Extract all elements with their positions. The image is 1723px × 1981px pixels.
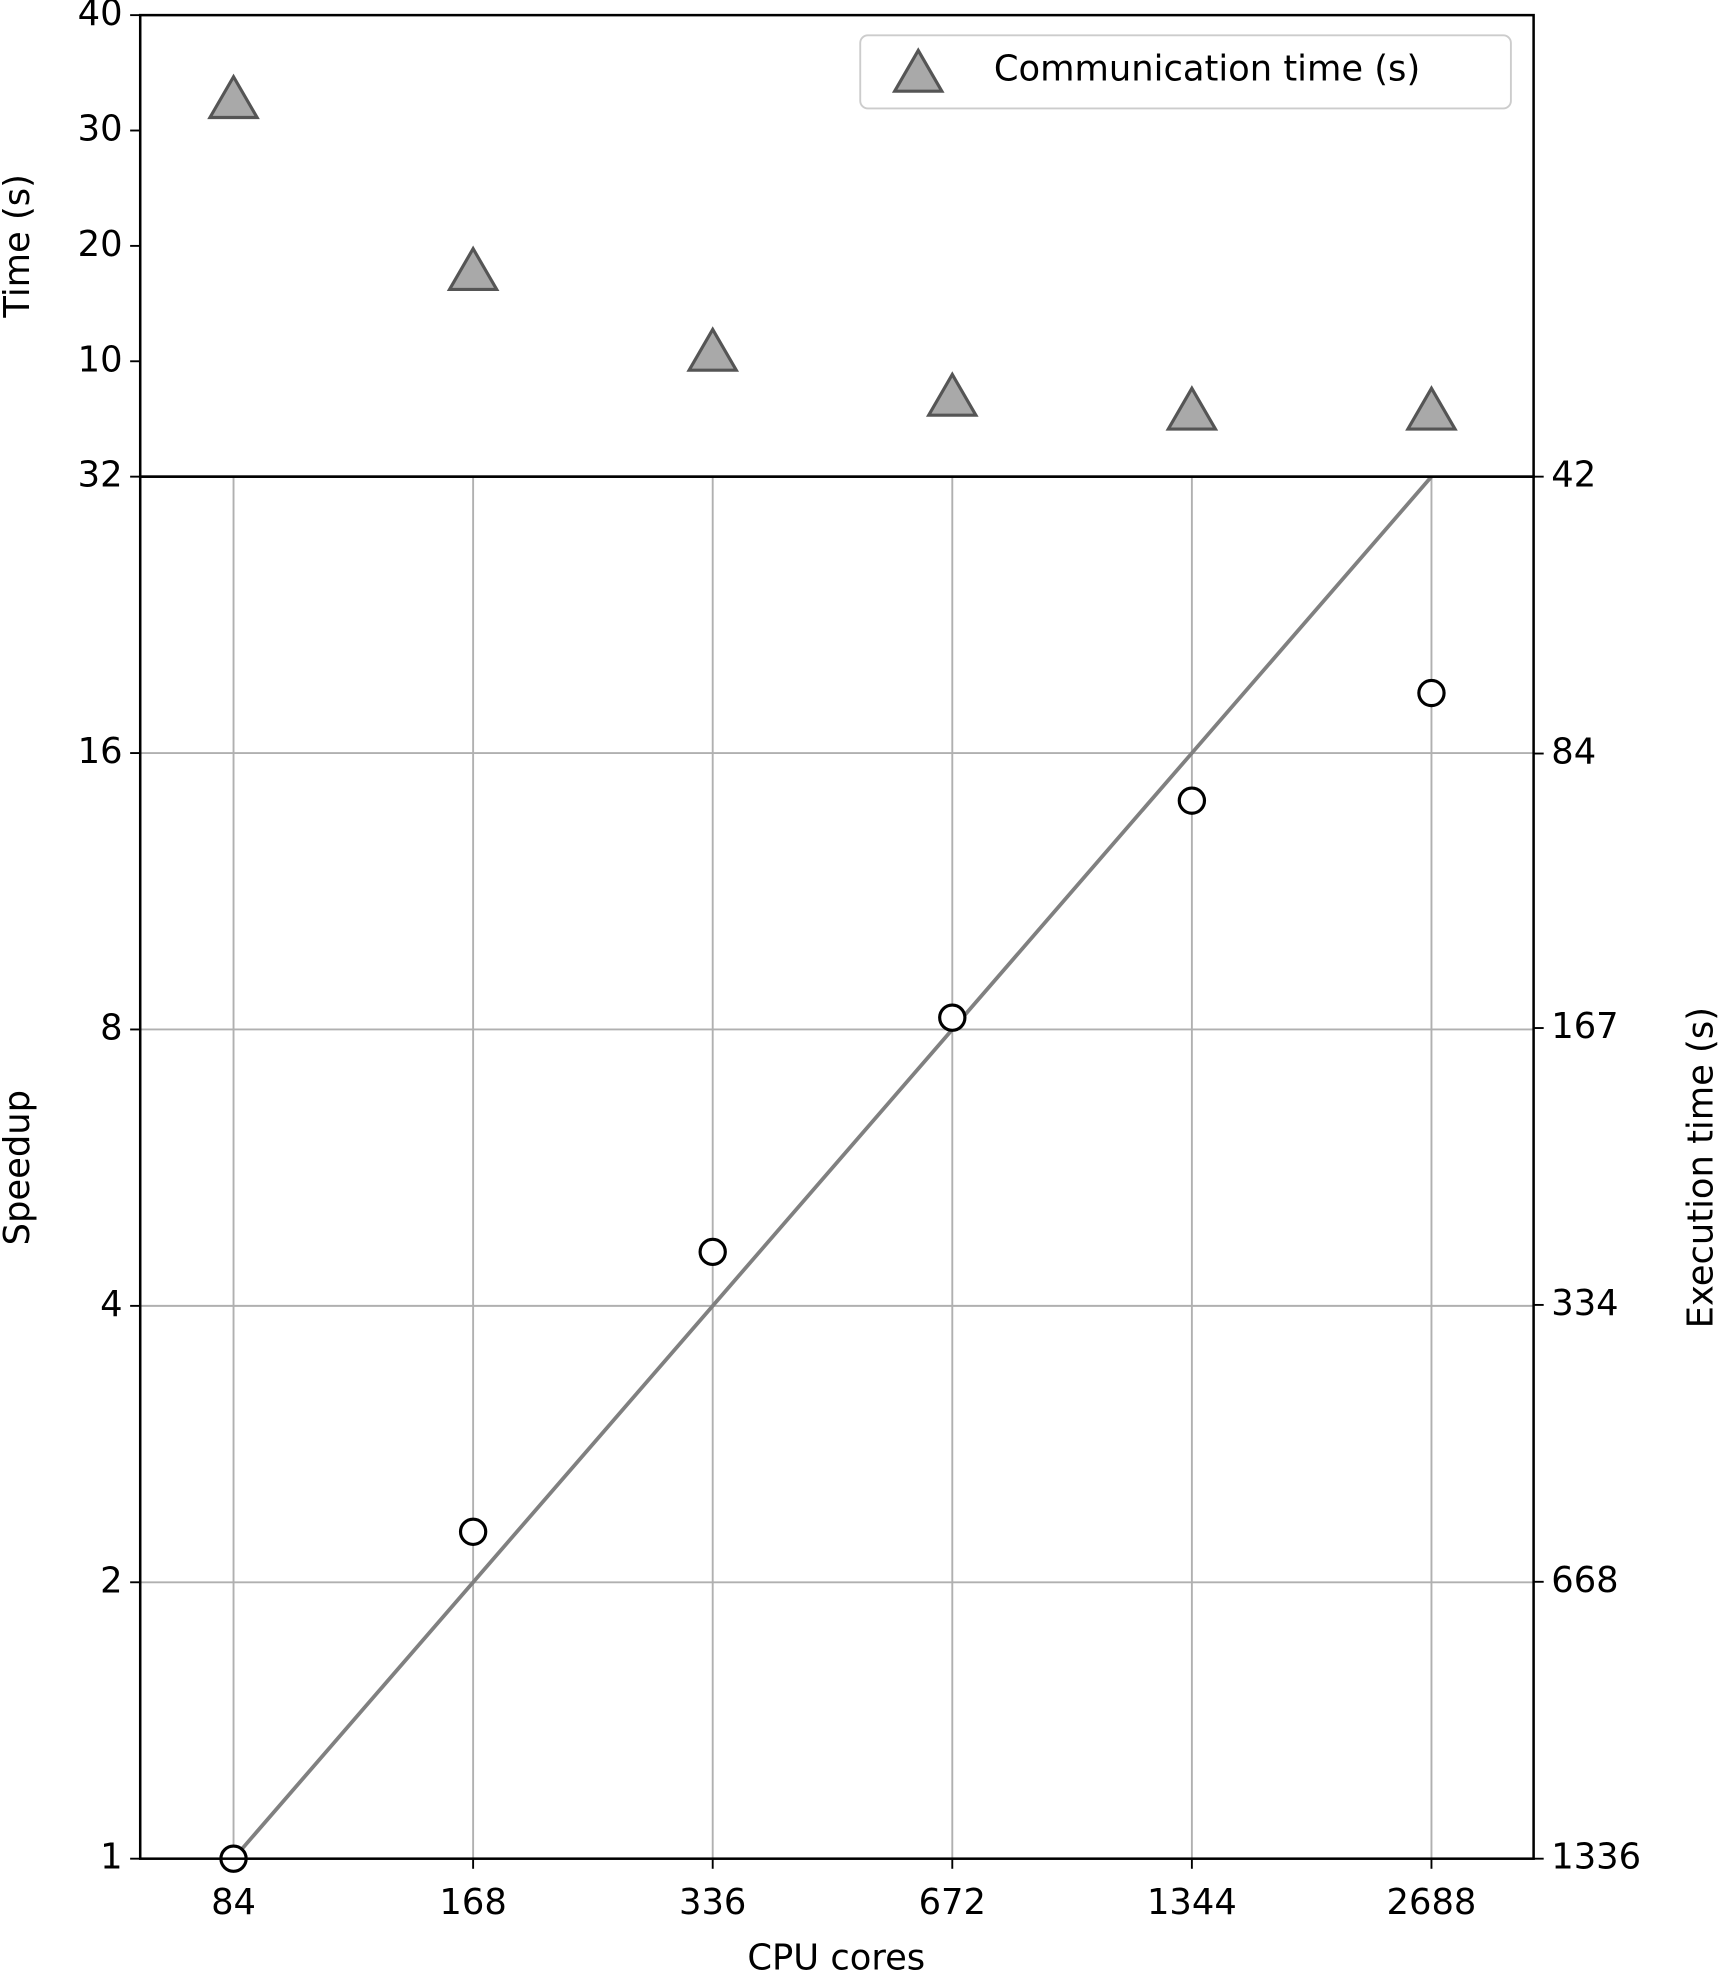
legend-box bbox=[859, 34, 1512, 110]
bottom-frame bbox=[138, 475, 1535, 1860]
speedup-point bbox=[698, 1237, 727, 1267]
ideal-line bbox=[232, 475, 1433, 1860]
y2-tick-label: 334 bbox=[1551, 1283, 1618, 1324]
y-tick-label: 10 bbox=[78, 339, 123, 380]
x-axis-label: CPU cores bbox=[747, 1938, 925, 1979]
x-tick-label: 2688 bbox=[1387, 1882, 1477, 1923]
speedup-point bbox=[938, 1003, 967, 1032]
y-tick-label: 2 bbox=[100, 1560, 122, 1601]
comm-time-point bbox=[686, 326, 740, 372]
y2-tick-label: 42 bbox=[1551, 455, 1596, 496]
y-tick-label: 32 bbox=[78, 455, 123, 496]
comm-time-point bbox=[925, 371, 979, 417]
comm-time-point bbox=[1165, 385, 1219, 431]
x-tick-label: 1344 bbox=[1147, 1882, 1237, 1923]
speedup-point bbox=[1177, 786, 1207, 815]
y-tick-label: 16 bbox=[78, 731, 123, 772]
x-tick-label: 168 bbox=[439, 1882, 506, 1923]
comm-time-point bbox=[207, 73, 260, 120]
y-tick-label: 4 bbox=[100, 1284, 122, 1325]
speedup-point bbox=[1417, 678, 1446, 708]
y2-tick-label: 84 bbox=[1551, 732, 1596, 773]
y2-tick-label: 167 bbox=[1551, 1006, 1618, 1047]
y-axis-label: Time (s) bbox=[0, 174, 38, 319]
y-tick-label: 1 bbox=[100, 1837, 122, 1878]
y-tick-label: 40 bbox=[78, 0, 123, 34]
y2-tick-label: 1336 bbox=[1551, 1837, 1641, 1878]
x-tick-label: 336 bbox=[679, 1882, 746, 1923]
y2-tick-label: 668 bbox=[1551, 1560, 1618, 1601]
x-tick-label: 84 bbox=[211, 1882, 256, 1923]
y-axis-label: Speedup bbox=[0, 1090, 38, 1245]
speedup-point bbox=[458, 1517, 488, 1546]
x-tick-label: 672 bbox=[919, 1882, 986, 1923]
legend-label: Communication time (s) bbox=[994, 49, 1420, 90]
legend-marker bbox=[891, 47, 945, 93]
y-tick-label: 30 bbox=[78, 109, 123, 150]
y-tick-label: 20 bbox=[78, 224, 123, 265]
comm-time-point bbox=[1405, 385, 1458, 431]
y-tick-label: 8 bbox=[100, 1007, 122, 1048]
y2-axis-label: Execution time (s) bbox=[1681, 1007, 1722, 1328]
comm-time-point bbox=[446, 245, 500, 291]
